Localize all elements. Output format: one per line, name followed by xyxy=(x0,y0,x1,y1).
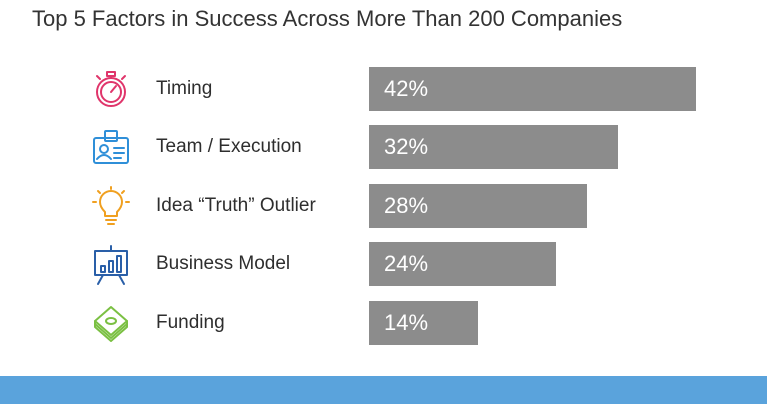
bar-row: Team / Execution 32% xyxy=(0,125,767,169)
bar-value-label: 28% xyxy=(384,193,429,218)
money-stack-icon xyxy=(90,303,132,345)
bar xyxy=(369,184,587,228)
lightbulb-icon xyxy=(90,186,132,228)
bar-value-label: 24% xyxy=(384,251,429,276)
bar xyxy=(369,242,556,286)
bar xyxy=(369,125,618,169)
bar-value-label: 32% xyxy=(384,134,429,159)
bar xyxy=(369,67,696,111)
bar-row: Idea “Truth” Outlier 28% xyxy=(0,184,767,228)
category-label: Funding xyxy=(156,312,225,333)
presentation-chart-icon xyxy=(90,244,132,286)
id-badge-icon xyxy=(90,127,132,169)
category-label: Idea “Truth” Outlier xyxy=(156,195,316,216)
footer-band xyxy=(0,376,767,404)
bar xyxy=(369,301,478,345)
stopwatch-icon xyxy=(90,69,132,111)
bar-value-label: 42% xyxy=(384,76,429,101)
bar-row: Funding 14% xyxy=(0,301,767,345)
bar-row: Business Model 24% xyxy=(0,242,767,286)
bar-value-label: 14% xyxy=(384,310,429,335)
category-label: Team / Execution xyxy=(156,136,302,157)
bar-row: Timing 42% xyxy=(0,67,767,111)
category-label: Business Model xyxy=(156,253,291,274)
category-label: Timing xyxy=(156,78,213,99)
chart-title: Top 5 Factors in Success Across More Tha… xyxy=(32,6,623,31)
